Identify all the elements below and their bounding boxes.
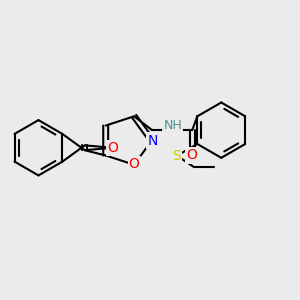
Text: O: O xyxy=(129,157,140,171)
Text: O: O xyxy=(107,141,118,155)
Text: S: S xyxy=(172,149,181,163)
Text: N: N xyxy=(147,134,158,148)
Text: NH: NH xyxy=(164,119,182,132)
Text: O: O xyxy=(186,148,197,163)
